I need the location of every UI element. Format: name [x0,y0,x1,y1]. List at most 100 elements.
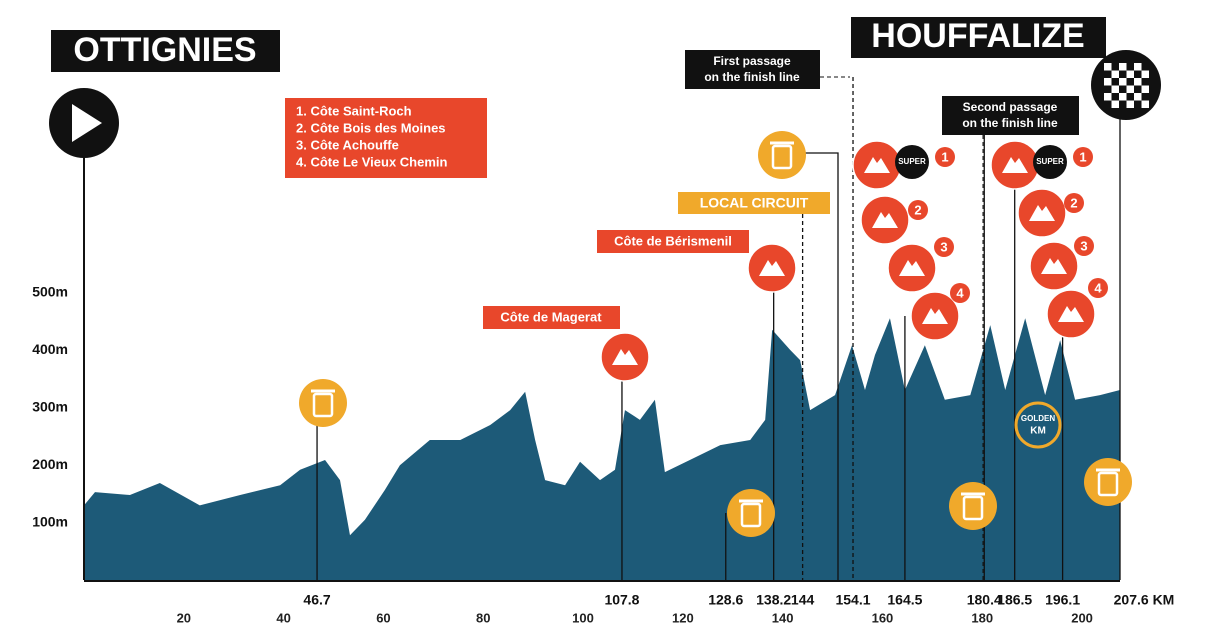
second-passage-box [942,96,1079,135]
super-sprint-icon [1033,145,1067,179]
x-tick-label: 20 [177,610,191,625]
finish-check [1119,63,1127,71]
super-label: SUPER [1036,157,1064,166]
km-marker-label: 138.2 [756,592,791,608]
finish-check [1104,78,1112,86]
mountain [1058,306,1084,322]
mountain [872,212,898,228]
golden-km-icon [1014,401,1062,449]
x-tick-label: 60 [376,610,390,625]
badge [935,147,955,167]
super-label: SUPER [898,157,926,166]
start-box [51,30,280,72]
finish-box [851,17,1106,58]
mountain [922,308,948,324]
badge [1088,278,1108,298]
waste-bin [1097,471,1119,497]
km-marker-label: 154.1 [835,592,870,608]
climb-legend-item: 4. Côte Le Vieux Chemin [296,154,448,169]
x-tick-label: 120 [672,610,694,625]
x-tick-label: 140 [772,610,794,625]
badge [1064,193,1084,213]
climb-legend-item: 2. Côte Bois des Moines [296,120,446,135]
waste-zone-icon [299,379,347,427]
badge-label: 4 [1094,280,1102,295]
mountain [899,260,925,276]
waste-zone-icon [758,131,806,179]
badge-label: 2 [914,202,921,217]
km-marker-label: 164.5 [887,592,922,608]
waste-bin [962,495,984,521]
finish-check [1141,70,1149,78]
x-tick-label: 200 [1071,610,1093,625]
mountain [612,349,638,365]
elevation-area [84,318,1120,580]
km-marker-label: 196.1 [1045,592,1080,608]
badge-label: 1 [1079,149,1086,164]
second-passage-label: on the finish line [962,116,1058,130]
first-passage-label: First passage [713,54,791,68]
mountain [864,157,890,173]
waste-zone-icon [949,482,997,530]
waste-bin [740,502,762,528]
finish-check [1141,85,1149,93]
y-tick-label: 100m [32,513,68,529]
badge-label: 4 [956,285,964,300]
finish-check [1126,70,1134,78]
waste-zone-icon [1084,458,1132,506]
local-circuit-box [678,192,830,214]
badge [1074,236,1094,256]
finish-check [1119,93,1127,101]
km-marker-label: 207.6 KM [1114,592,1175,608]
climb-legend-item: 1. Côte Saint-Roch [296,103,412,118]
badge [934,237,954,257]
mountain [759,260,785,276]
y-tick-label: 300m [32,399,68,415]
mountain [1041,258,1067,274]
km-marker-label: 46.7 [303,592,330,608]
mountain [1002,157,1028,173]
km-marker-label: 144 [791,592,815,608]
finish-check [1111,100,1119,108]
finish-check [1126,100,1134,108]
finish-check [1104,93,1112,101]
icons: 1 2 3 4 1 2 3 4 SUPER SUPER GOLDEN KM [49,50,1161,537]
badge-label: 2 [1070,195,1077,210]
badge-label: 3 [1080,238,1087,253]
finish-title: HOUFFALIZE [871,17,1084,55]
km-marker-label: 128.6 [708,592,743,608]
y-tick-label: 200m [32,456,68,472]
mountain [1029,205,1055,221]
finish-check [1134,93,1142,101]
golden-km-label: KM [1030,426,1046,437]
climbs-legend-box [285,98,487,178]
badge [950,283,970,303]
badge [1073,147,1093,167]
marker-lines [83,76,1121,582]
waste-bin [771,144,793,170]
x-tick-label: 180 [971,610,993,625]
finish-check [1104,63,1112,71]
km-marker-label: 180.4 [967,592,1002,608]
x-tick-label: 160 [872,610,894,625]
km-marker-label: 107.8 [604,592,639,608]
finish-check [1141,100,1149,108]
local-circuit-label: LOCAL CIRCUIT [700,195,809,211]
finish-check [1134,78,1142,86]
climb-box [483,306,620,329]
badge-label: 3 [940,239,947,254]
x-tick-label: 40 [276,610,290,625]
climb-label: Côte de Magerat [500,309,602,324]
x-tick-label: 100 [572,610,594,625]
badge [908,200,928,220]
finish-check [1111,85,1119,93]
finish-check [1126,85,1134,93]
km-marker-label: 186.5 [997,592,1032,608]
golden-km-label: GOLDEN [1021,414,1055,423]
climb-box [597,230,749,253]
finish-check [1111,70,1119,78]
start-title: OTTIGNIES [73,31,256,69]
y-tick-label: 500m [32,284,68,300]
finish-check [1119,78,1127,86]
